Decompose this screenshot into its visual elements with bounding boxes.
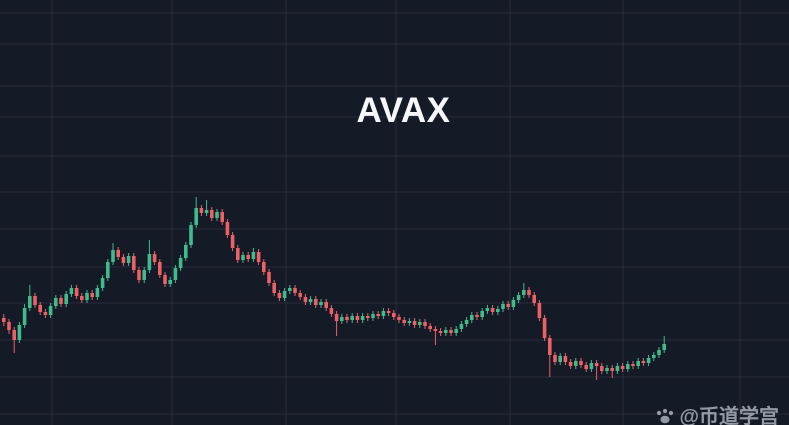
chart-title: AVAX xyxy=(356,91,451,130)
watermark: @币道学宫 xyxy=(656,405,779,425)
watermark-text: @币道学宫 xyxy=(679,406,779,425)
paw-dots-icon xyxy=(657,408,674,424)
